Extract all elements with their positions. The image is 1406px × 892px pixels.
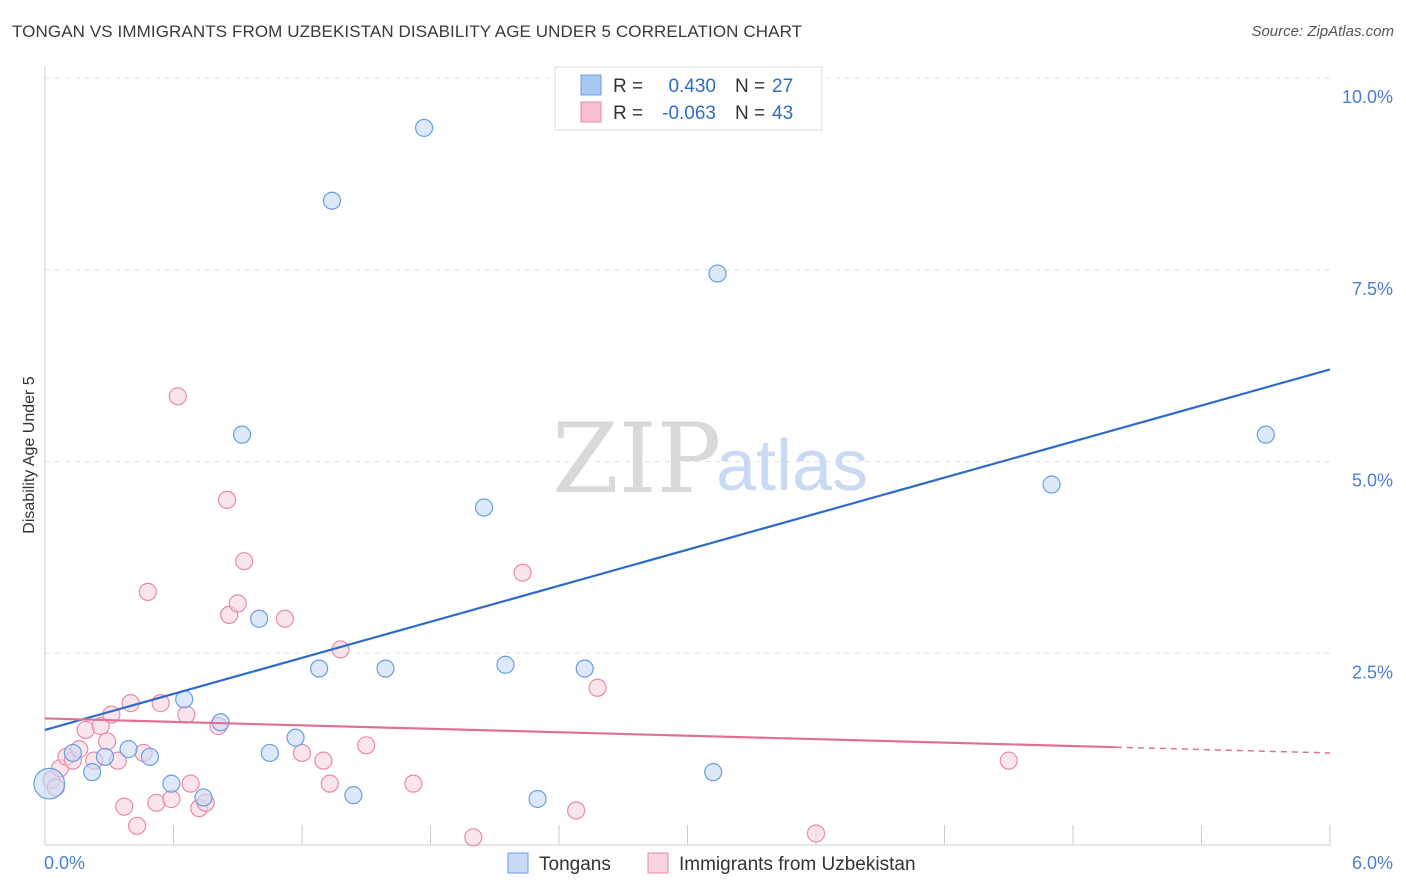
trend-line-extension: [1115, 746, 1331, 754]
data-point: [404, 774, 423, 793]
legend-r-value: -0.063: [662, 103, 716, 124]
data-point: [567, 801, 586, 820]
data-point: [235, 552, 254, 571]
data-point: [115, 797, 134, 816]
grid-lines: [45, 77, 1330, 654]
data-point: [806, 824, 826, 843]
trend-lines: [44, 368, 1331, 754]
data-point: [513, 563, 532, 582]
y-tick-label: 7.5%: [1352, 279, 1393, 299]
data-point: [63, 743, 82, 763]
data-point: [496, 655, 515, 674]
trend-line: [44, 368, 1331, 732]
data-point: [140, 747, 160, 766]
data-point: [181, 774, 200, 793]
data-point: [162, 789, 181, 809]
data-point: [127, 816, 147, 835]
legend-series-name: Immigrants from Uzbekistan: [679, 854, 916, 875]
data-point: [575, 659, 594, 678]
data-point: [708, 264, 727, 283]
data-point: [33, 767, 66, 800]
data-point: [1042, 475, 1061, 494]
data-point: [76, 720, 95, 740]
y-tick-label: 10.0%: [1342, 87, 1393, 107]
data-point: [314, 751, 333, 770]
y-tick-label: 2.5%: [1352, 662, 1393, 682]
legend-swatch: [580, 74, 602, 96]
data-point: [228, 594, 247, 613]
data-point: [177, 705, 196, 724]
x-tick-label: 6.0%: [1352, 853, 1393, 873]
data-point: [528, 789, 547, 809]
data-point: [147, 793, 166, 812]
axes: [44, 66, 1331, 846]
data-point: [704, 763, 723, 782]
watermark-zip: ZIP: [552, 403, 721, 515]
x-tick-label: 0.0%: [44, 853, 85, 873]
series-legend: Tongans Immigrants from Uzbekistan: [507, 852, 916, 875]
legend-n-value: 27: [772, 76, 793, 97]
stats-legend: R = 0.430 N = 27 R = -0.063 N = 43: [554, 66, 823, 131]
data-point: [376, 659, 395, 678]
data-point: [474, 498, 494, 517]
data-point: [999, 751, 1018, 770]
data-point: [121, 694, 140, 713]
watermark-atlas: atlas: [716, 426, 868, 506]
legend-swatch: [580, 101, 602, 123]
source-credit: Source: ZipAtlas.com: [1251, 23, 1394, 40]
legend-r-label: R =: [613, 76, 643, 97]
data-point: [232, 425, 252, 444]
data-point: [250, 609, 269, 628]
chart-title: TONGAN VS IMMIGRANTS FROM UZBEKISTAN DIS…: [12, 22, 803, 41]
data-point: [286, 728, 305, 747]
data-point: [217, 490, 237, 509]
data-point: [138, 582, 157, 601]
data-point: [260, 743, 279, 763]
y-axis-label: Disability Age Under 5: [21, 376, 38, 534]
data-point: [320, 774, 339, 793]
trend-line: [44, 717, 1116, 749]
data-point: [83, 763, 102, 782]
data-point: [1256, 425, 1275, 444]
y-tick-labels: 2.5% 5.0% 7.5% 10.0%: [1342, 87, 1393, 682]
legend-r-label: R =: [613, 103, 643, 124]
legend-n-value: 43: [772, 103, 793, 124]
data-point: [344, 786, 363, 805]
data-point: [310, 659, 329, 678]
x-tick-labels: 0.0% 6.0%: [44, 853, 1393, 873]
legend-n-label: N =: [735, 103, 765, 124]
data-point: [168, 387, 187, 406]
data-point: [292, 743, 312, 763]
data-point: [98, 732, 117, 751]
data-point: [119, 740, 138, 759]
data-point: [91, 717, 110, 736]
data-point: [414, 118, 434, 137]
data-points: [33, 118, 1275, 847]
data-point: [464, 828, 483, 847]
data-point: [588, 678, 607, 697]
legend-swatch: [507, 852, 529, 874]
legend-swatch: [647, 852, 669, 874]
data-point: [357, 736, 376, 755]
data-point: [95, 747, 115, 766]
legend-r-value: 0.430: [668, 76, 716, 97]
legend-n-label: N =: [735, 76, 765, 97]
data-point: [162, 774, 181, 793]
data-point: [322, 191, 342, 210]
data-point: [275, 609, 294, 628]
legend-series-name: Tongans: [539, 854, 611, 875]
y-tick-label: 5.0%: [1352, 471, 1393, 491]
data-point: [194, 788, 213, 807]
